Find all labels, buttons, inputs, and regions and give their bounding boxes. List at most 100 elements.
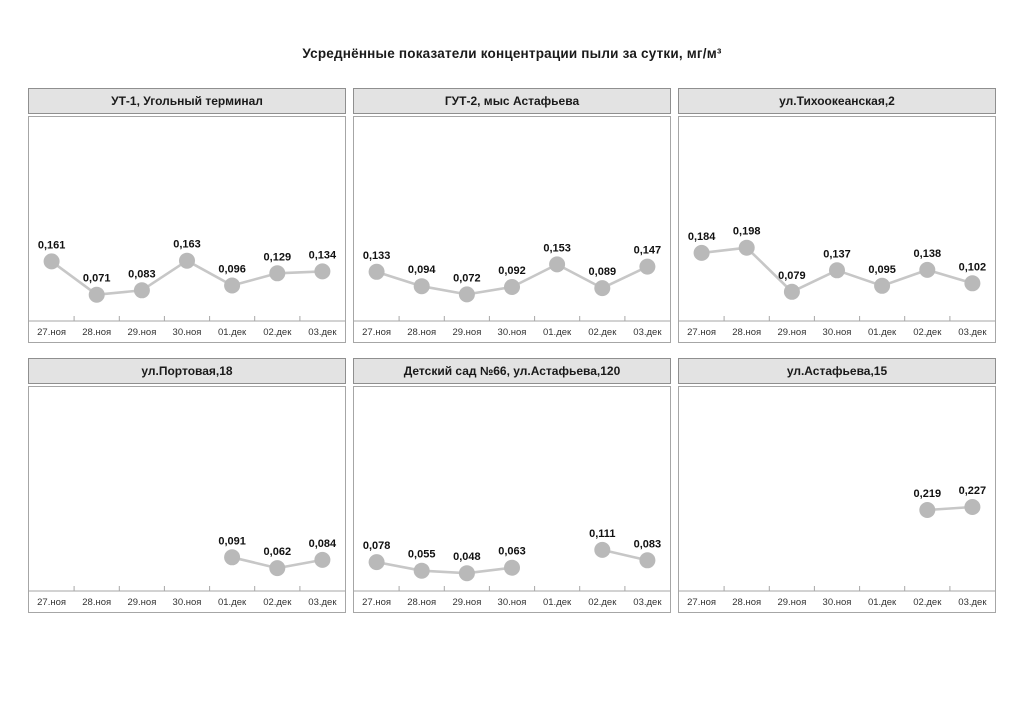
svg-text:30.ноя: 30.ноя	[823, 327, 852, 338]
svg-text:29.ноя: 29.ноя	[452, 327, 481, 338]
svg-text:03.дек: 03.дек	[958, 327, 987, 338]
page-title: Усреднённые показатели концентрации пыли…	[302, 46, 722, 61]
svg-text:01.дек: 01.дек	[868, 597, 897, 608]
svg-text:0,083: 0,083	[128, 268, 156, 280]
chart-plot: 27.ноя 28.ноя 29.ноя 30.ноя 01.дек 02.дек 03.д…	[678, 386, 996, 613]
chart-panel-portovaya: ул.Портовая,18 27.ноя 28.ноя 29.ноя 30.ноя 0…	[28, 358, 346, 613]
line-chart: 27.ноя 28.ноя 29.ноя 30.ноя 01.дек 02.дек 03.д…	[354, 528, 670, 608]
svg-text:28.ноя: 28.ноя	[407, 597, 436, 608]
svg-text:0,111: 0,111	[589, 528, 615, 540]
svg-text:29.ноя: 29.ноя	[777, 327, 806, 338]
svg-text:29.ноя: 29.ноя	[127, 327, 156, 338]
svg-text:0,071: 0,071	[83, 273, 111, 285]
svg-text:0,048: 0,048	[453, 551, 481, 563]
svg-text:0,219: 0,219	[914, 488, 942, 500]
chart-title: ул.Астафьева,15	[678, 358, 996, 384]
chart-plot: 27.ноя 28.ноя 29.ноя 30.ноя 01.дек 02.дек 03.д…	[678, 116, 996, 343]
svg-text:27.ноя: 27.ноя	[687, 597, 716, 608]
chart-title: ул.Тихоокеанская,2	[678, 88, 996, 114]
svg-text:0,163: 0,163	[173, 239, 201, 251]
svg-text:27.ноя: 27.ноя	[37, 597, 66, 608]
svg-text:0,094: 0,094	[408, 264, 436, 276]
svg-text:30.ноя: 30.ноя	[498, 327, 527, 338]
chart-panel-astafyeva15: ул.Астафьева,15 27.ноя 28.ноя 29.ноя 30.ноя…	[678, 358, 996, 613]
svg-text:0,062: 0,062	[264, 546, 292, 558]
svg-text:01.дек: 01.дек	[543, 327, 572, 338]
svg-text:03.дек: 03.дек	[633, 327, 662, 338]
svg-text:0,129: 0,129	[264, 251, 292, 263]
svg-text:01.дек: 01.дек	[218, 327, 247, 338]
svg-text:0,133: 0,133	[363, 250, 391, 262]
svg-text:0,089: 0,089	[589, 266, 617, 278]
svg-text:03.дек: 03.дек	[308, 327, 337, 338]
chart-plot: 27.ноя 28.ноя 29.ноя 30.ноя 01.дек 02.дек 03.д…	[353, 386, 671, 613]
line-chart: 27.ноя 28.ноя 29.ноя 30.ноя 01.дек 02.дек 03.д…	[29, 535, 345, 608]
svg-text:0,092: 0,092	[498, 265, 526, 277]
svg-text:28.ноя: 28.ноя	[82, 597, 111, 608]
chart-panel-gut2: ГУТ-2, мыс Астафьева 27.ноя 28.ноя 29.ноя 3…	[353, 88, 671, 343]
svg-text:0,198: 0,198	[733, 226, 761, 238]
svg-text:29.ноя: 29.ноя	[452, 597, 481, 608]
svg-text:0,134: 0,134	[309, 249, 337, 261]
svg-text:03.дек: 03.дек	[633, 597, 662, 608]
svg-text:27.ноя: 27.ноя	[687, 327, 716, 338]
svg-text:27.ноя: 27.ноя	[362, 327, 391, 338]
svg-text:27.ноя: 27.ноя	[362, 597, 391, 608]
chart-panel-ut1: УТ-1, Угольный терминал 27.ноя 28.ноя 29.н…	[28, 88, 346, 343]
svg-text:0,095: 0,095	[868, 264, 896, 276]
svg-text:0,153: 0,153	[543, 242, 571, 254]
chart-title: УТ-1, Угольный терминал	[28, 88, 346, 114]
svg-text:0,102: 0,102	[959, 261, 987, 273]
chart-plot: 27.ноя 28.ноя 29.ноя 30.ноя 01.дек 02.дек 03.д…	[28, 386, 346, 613]
svg-text:29.ноя: 29.ноя	[777, 597, 806, 608]
svg-text:0,063: 0,063	[498, 546, 526, 558]
line-chart: 27.ноя 28.ноя 29.ноя 30.ноя 01.дек 02.дек 03.д…	[679, 485, 995, 608]
chart-plot: 27.ноя 28.ноя 29.ноя 30.ноя 01.дек 02.дек 03.д…	[353, 116, 671, 343]
svg-text:0,083: 0,083	[634, 538, 662, 550]
svg-text:01.дек: 01.дек	[218, 597, 247, 608]
svg-text:30.ноя: 30.ноя	[173, 327, 202, 338]
svg-text:0,147: 0,147	[634, 245, 662, 257]
svg-text:0,079: 0,079	[778, 270, 806, 282]
chart-panel-detsky-sad: Детский сад №66, ул.Астафьева,120 27.ноя…	[353, 358, 671, 613]
svg-text:28.ноя: 28.ноя	[732, 327, 761, 338]
svg-text:30.ноя: 30.ноя	[498, 597, 527, 608]
chart-title: ул.Портовая,18	[28, 358, 346, 384]
svg-text:0,161: 0,161	[38, 239, 66, 251]
svg-text:28.ноя: 28.ноя	[82, 327, 111, 338]
svg-text:0,055: 0,055	[408, 549, 436, 561]
svg-text:02.дек: 02.дек	[263, 597, 292, 608]
svg-text:0,078: 0,078	[363, 540, 391, 552]
svg-text:0,091: 0,091	[218, 535, 246, 547]
charts-grid: УТ-1, Угольный терминал 27.ноя 28.ноя 29.н…	[28, 88, 996, 613]
svg-text:02.дек: 02.дек	[263, 327, 292, 338]
svg-text:0,072: 0,072	[453, 272, 481, 284]
svg-text:03.дек: 03.дек	[958, 597, 987, 608]
line-chart: 27.ноя 28.ноя 29.ноя 30.ноя 01.дек 02.дек 03.д…	[354, 242, 670, 338]
svg-text:0,184: 0,184	[688, 231, 716, 243]
svg-text:30.ноя: 30.ноя	[173, 597, 202, 608]
svg-text:0,227: 0,227	[959, 485, 987, 497]
svg-text:01.дек: 01.дек	[868, 327, 897, 338]
svg-text:0,096: 0,096	[218, 264, 246, 276]
svg-text:02.дек: 02.дек	[588, 327, 617, 338]
svg-text:01.дек: 01.дек	[543, 597, 572, 608]
svg-text:03.дек: 03.дек	[308, 597, 337, 608]
svg-text:30.ноя: 30.ноя	[823, 597, 852, 608]
chart-title: Детский сад №66, ул.Астафьева,120	[353, 358, 671, 384]
line-chart: 27.ноя 28.ноя 29.ноя 30.ноя 01.дек 02.дек 03.д…	[679, 226, 995, 338]
svg-text:29.ноя: 29.ноя	[127, 597, 156, 608]
svg-text:02.дек: 02.дек	[913, 327, 942, 338]
svg-text:27.ноя: 27.ноя	[37, 327, 66, 338]
svg-text:0,084: 0,084	[309, 538, 337, 550]
svg-text:02.дек: 02.дек	[588, 597, 617, 608]
svg-text:28.ноя: 28.ноя	[732, 597, 761, 608]
svg-text:02.дек: 02.дек	[913, 597, 942, 608]
svg-text:28.ноя: 28.ноя	[407, 327, 436, 338]
chart-plot: 27.ноя 28.ноя 29.ноя 30.ноя 01.дек 02.дек 03.д…	[28, 116, 346, 343]
chart-title: ГУТ-2, мыс Астафьева	[353, 88, 671, 114]
svg-text:0,138: 0,138	[914, 248, 942, 260]
line-chart: 27.ноя 28.ноя 29.ноя 30.ноя 01.дек 02.дек 03.д…	[29, 239, 345, 338]
chart-panel-tihookeanskaya: ул.Тихоокеанская,2 27.ноя 28.ноя 29.ноя 30.…	[678, 88, 996, 343]
svg-text:0,137: 0,137	[823, 248, 851, 260]
